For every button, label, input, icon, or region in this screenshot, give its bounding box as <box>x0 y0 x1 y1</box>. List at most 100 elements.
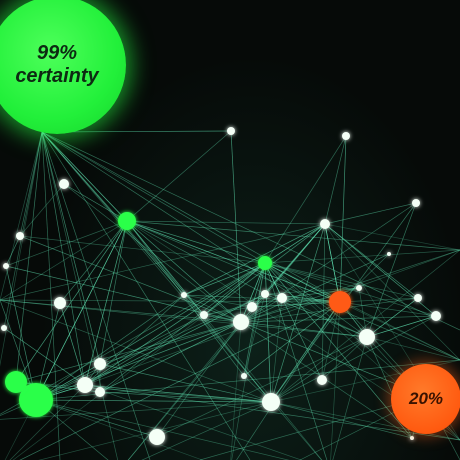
graph-edge <box>203 306 253 316</box>
graph-edge <box>281 287 360 299</box>
low-certainty-percent: 20% <box>408 389 444 409</box>
graph-edge <box>126 220 460 251</box>
graph-edge <box>41 131 266 264</box>
graph-edge <box>59 220 128 304</box>
graph-edge <box>183 294 242 323</box>
graph-edge <box>41 131 86 386</box>
graph-edge <box>324 223 341 303</box>
white-node <box>200 311 208 319</box>
graph-edge <box>264 287 360 295</box>
graph-edge <box>141 401 272 460</box>
graph-edge <box>59 302 86 386</box>
graph-edge <box>5 265 37 401</box>
graph-edge <box>19 301 341 460</box>
graph-edge <box>264 293 341 303</box>
graph-edge <box>99 262 266 365</box>
green-node <box>258 256 272 270</box>
graph-edge <box>324 135 347 225</box>
graph-edge <box>240 297 419 323</box>
graph-edge <box>35 359 460 401</box>
graph-edge <box>5 220 128 267</box>
graph-edge <box>243 262 266 377</box>
graph-edge <box>264 262 437 317</box>
graph-edge <box>19 131 43 237</box>
graph-edge <box>321 301 341 381</box>
graph-edge <box>9 384 86 460</box>
graph-edge <box>264 135 347 264</box>
green-node <box>5 371 27 393</box>
graph-edge <box>19 235 266 264</box>
white-node <box>233 314 249 330</box>
graph-edge <box>236 301 341 460</box>
graph-edge <box>35 220 128 401</box>
graph-edge <box>63 183 128 222</box>
graph-edge <box>366 202 417 338</box>
graph-edge <box>41 131 322 460</box>
graph-edge <box>84 220 128 386</box>
white-node <box>387 252 391 256</box>
graph-edge <box>240 202 417 323</box>
graph-edge <box>15 220 128 383</box>
graph-edge <box>270 301 341 403</box>
graph-edge <box>127 223 326 460</box>
graph-edge <box>126 220 266 264</box>
graph-edge <box>41 131 341 301</box>
white-node <box>181 292 187 298</box>
graph-edge <box>183 223 326 296</box>
white-node <box>247 302 257 312</box>
graph-edge <box>41 131 251 460</box>
graph-edge <box>270 249 460 403</box>
graph-edge <box>231 262 266 460</box>
graph-edge <box>230 130 242 323</box>
graph-edge <box>240 253 390 323</box>
white-node <box>320 219 330 229</box>
graph-edge <box>41 131 61 460</box>
graph-edge <box>126 130 232 222</box>
graph-edge <box>358 287 368 338</box>
graph-edge <box>41 131 460 331</box>
white-node <box>410 436 414 440</box>
graph-edge <box>84 384 272 403</box>
graph-edge <box>324 223 460 251</box>
graph-edge <box>35 399 158 438</box>
graph-edge <box>264 262 427 397</box>
graph-edge <box>41 131 101 365</box>
graph-edge <box>127 321 242 460</box>
graph-edge <box>15 321 242 383</box>
graph-edge <box>38 401 272 460</box>
graph-edge <box>84 314 205 386</box>
white-node <box>149 429 165 445</box>
graph-edge <box>243 301 341 377</box>
graph-edge <box>366 336 460 361</box>
graph-edge <box>264 262 419 299</box>
graph-edge <box>183 262 266 296</box>
graph-edge <box>270 297 283 403</box>
graph-edge <box>270 301 341 403</box>
white-node <box>1 325 7 331</box>
edge-layer <box>0 130 460 460</box>
graph-edge <box>19 235 242 323</box>
graph-edge <box>251 301 341 308</box>
graph-edge <box>264 262 360 289</box>
graph-edge <box>230 321 242 460</box>
graph-edge <box>270 223 326 403</box>
graph-edge <box>270 315 437 403</box>
graph-edge <box>264 223 326 264</box>
graph-edge <box>366 315 437 338</box>
white-node <box>227 127 235 135</box>
graph-edge <box>156 321 242 438</box>
low-certainty-bubble: 20% <box>391 364 460 434</box>
white-node <box>77 377 93 393</box>
graph-edge <box>270 401 413 439</box>
graph-edge <box>84 249 460 386</box>
graph-edge <box>41 131 151 460</box>
graph-edge <box>240 321 368 338</box>
graph-edge <box>19 183 65 237</box>
graph-edge <box>35 293 266 401</box>
graph-edge <box>264 262 413 439</box>
graph-edge <box>84 262 266 386</box>
white-node <box>359 329 375 345</box>
graph-edge <box>126 220 245 377</box>
